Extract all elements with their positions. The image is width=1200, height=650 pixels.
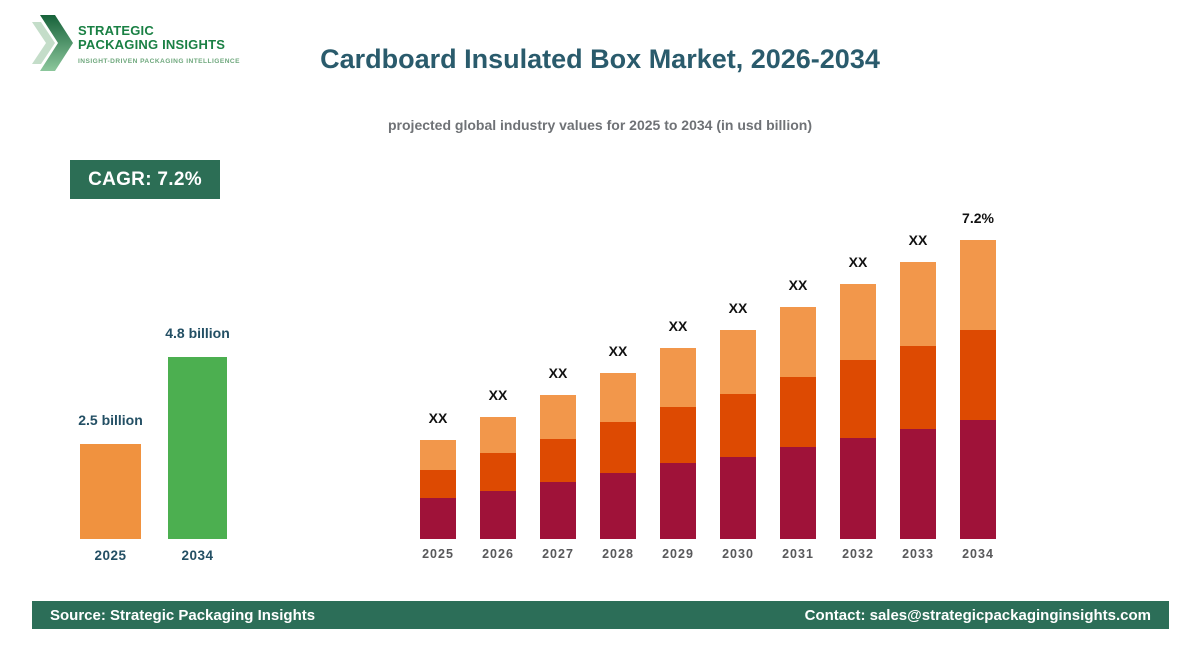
bar-segment-segment-middle-2030 xyxy=(720,394,756,457)
x-axis-label-2030: 2030 xyxy=(722,547,754,561)
bar-segment-segment-bottom-2029 xyxy=(660,463,696,539)
bar-column-2033: XX 2033 xyxy=(900,232,936,561)
bar-segment-segment-middle-2026 xyxy=(480,453,516,491)
x-axis-label-2025: 2025 xyxy=(422,547,454,561)
bar-segment-segment-bottom-2027 xyxy=(540,482,576,539)
bar-segment-segment-top-2033 xyxy=(900,262,936,346)
x-axis-label-2025: 2025 xyxy=(94,548,127,563)
x-axis-label-2033: 2033 xyxy=(902,547,934,561)
yearly-stacked-chart: XX 2025 XX 2026 XX 2027 XX 2028 XX 2029 XX 2030 XX 20… xyxy=(420,0,996,561)
bar-segment-segment-middle-2031 xyxy=(780,377,816,447)
bar-segment-segment-middle-2034 xyxy=(960,330,996,420)
bar-segment-segment-middle-2029 xyxy=(660,407,696,463)
bar-top-label: 7.2% xyxy=(962,210,994,226)
bar-segment-segment-bottom-2033 xyxy=(900,429,936,539)
bar-column-2032: XX 2032 xyxy=(840,254,876,561)
bar-top-label: XX xyxy=(428,410,448,426)
bar-segment-segment-bottom-2025 xyxy=(420,498,456,539)
bar-top-label: XX xyxy=(488,387,508,403)
bar-column-2025: 2.5 billion 2025 xyxy=(78,412,143,563)
bar-column-2029: XX 2029 xyxy=(660,318,696,561)
bar-segment-segment-top-2026 xyxy=(480,417,516,453)
bar-segment-segment-top-2027 xyxy=(540,395,576,439)
bar-2034 xyxy=(168,356,227,539)
bar-segment-segment-bottom-2034 xyxy=(960,420,996,539)
bar-segment-segment-middle-2027 xyxy=(540,439,576,482)
x-axis-label-2034: 2034 xyxy=(181,548,214,563)
bar-column-2034: 7.2% 2034 xyxy=(960,210,996,561)
bar-segment-segment-middle-2033 xyxy=(900,346,936,429)
bar-top-label: XX xyxy=(728,300,748,316)
x-axis-label-2027: 2027 xyxy=(542,547,574,561)
bar-column-2031: XX 2031 xyxy=(780,277,816,561)
bar-column-2028: XX 2028 xyxy=(600,343,636,561)
page-title: Cardboard Insulated Box Market, 2026-203… xyxy=(320,44,880,74)
bar-segment-segment-top-2032 xyxy=(840,284,876,360)
cagr-badge: CAGR: 7.2% xyxy=(70,160,220,199)
bar-segment-segment-top-2025 xyxy=(420,440,456,470)
bar-segment-segment-middle-2025 xyxy=(420,470,456,498)
bar-segment-segment-top-2031 xyxy=(780,307,816,377)
bar-segment-segment-top-2034 xyxy=(960,240,996,330)
bar-column-2027: XX 2027 xyxy=(540,365,576,561)
logo-tagline: INSIGHT-DRIVEN PACKAGING INTELLIGENCE xyxy=(78,58,240,66)
logo-line2: PACKAGING INSIGHTS xyxy=(78,37,226,53)
bar-column-2034: 4.8 billion 2034 xyxy=(165,324,230,563)
page-subtitle: projected global industry values for 202… xyxy=(388,117,812,133)
logo-line1: STRATEGIC xyxy=(78,23,154,38)
footer-source: Source: Strategic Packaging Insights xyxy=(50,606,316,624)
logo-text: STRATEGIC PACKAGING INSIGHTS INSIGHT-DRI… xyxy=(78,14,240,65)
bar-column-2026: XX 2026 xyxy=(480,387,516,561)
growth-comparison-chart: 2.5 billion 2025 4.8 billion 2034 xyxy=(78,0,230,563)
bar-2025 xyxy=(80,444,141,539)
bar-segment-segment-top-2029 xyxy=(660,348,696,407)
bar-top-label: XX xyxy=(668,318,688,334)
x-axis-label-2026: 2026 xyxy=(482,547,514,561)
logo: STRATEGIC PACKAGING INSIGHTS INSIGHT-DRI… xyxy=(32,14,240,72)
bar-column-2030: XX 2030 xyxy=(720,300,756,561)
x-axis-label-2032: 2032 xyxy=(842,547,874,561)
bar-segment-segment-top-2028 xyxy=(600,373,636,422)
logo-chevron-icon xyxy=(32,15,73,71)
bar-top-label: XX xyxy=(908,232,928,248)
bar-segment-segment-middle-2032 xyxy=(840,360,876,438)
bar-value-label: 4.8 billion xyxy=(165,324,230,341)
bar-segment-segment-middle-2028 xyxy=(600,422,636,473)
bar-segment-segment-bottom-2031 xyxy=(780,447,816,539)
bar-segment-segment-bottom-2030 xyxy=(720,457,756,539)
x-axis-label-2031: 2031 xyxy=(782,547,814,561)
bar-top-label: XX xyxy=(848,254,868,270)
x-axis-label-2029: 2029 xyxy=(662,547,694,561)
bar-segment-segment-top-2030 xyxy=(720,330,756,394)
bar-top-label: XX xyxy=(788,277,808,293)
bar-column-2025: XX 2025 xyxy=(420,410,456,561)
bar-value-label: 2.5 billion xyxy=(78,412,143,428)
bar-segment-segment-bottom-2026 xyxy=(480,491,516,539)
x-axis-label-2028: 2028 xyxy=(602,547,634,561)
bar-top-label: XX xyxy=(608,343,628,359)
footer-bar: Source: Strategic Packaging Insights Con… xyxy=(32,601,1169,629)
x-axis-label-2034: 2034 xyxy=(962,547,994,561)
bar-segment-segment-bottom-2032 xyxy=(840,438,876,539)
footer-contact: Contact: sales@strategicpackaginginsight… xyxy=(804,606,1151,624)
bar-top-label: XX xyxy=(548,365,568,381)
bar-segment-segment-bottom-2028 xyxy=(600,473,636,539)
